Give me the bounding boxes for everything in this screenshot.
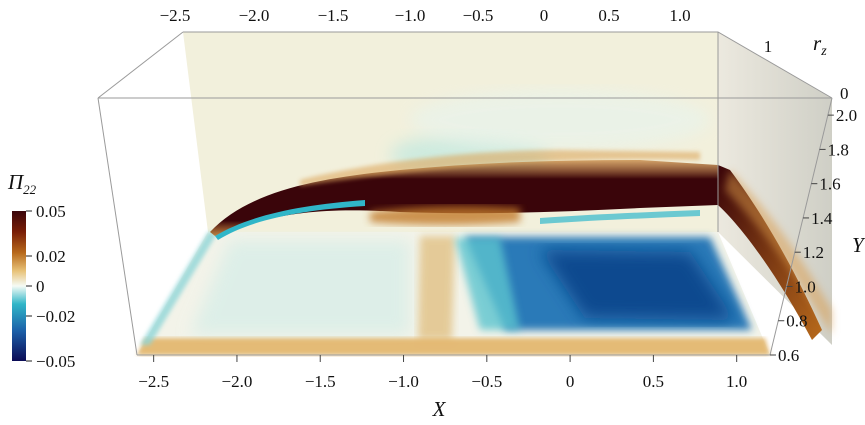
top-axis: −2.5 −2.0 −1.5 −1.0 −0.5 0 0.5 1.0 <box>160 6 691 25</box>
floor-cyan-edge <box>455 238 520 330</box>
y-tick-label: 0.8 <box>786 312 807 331</box>
x-tick-label: −0.5 <box>471 372 502 391</box>
colorbar-title: Π22 <box>7 170 37 197</box>
rz-tick-label: 0 <box>840 84 849 103</box>
colorbar-tick-label: −0.02 <box>36 307 75 326</box>
x-tick-label: 0 <box>566 372 575 391</box>
shear-layer-orange-lower <box>370 206 520 225</box>
y-tick-label: 1.0 <box>795 277 816 296</box>
y-tick-label: 1.6 <box>819 175 840 194</box>
floor-light-cyan-region <box>190 240 410 335</box>
colorbar-tick-label: 0.05 <box>36 202 66 221</box>
top-tick-label: −2.0 <box>239 6 270 25</box>
top-tick-label: −1.0 <box>395 6 426 25</box>
top-tick-label: −2.5 <box>160 6 191 25</box>
top-tick-label: −1.5 <box>318 6 349 25</box>
back-plane-light-patch <box>410 90 710 150</box>
side-band-outer-glow <box>725 170 832 335</box>
x-axis: X −2.5 −2.0 −1.5 −1.0 −0.5 0 0.5 1.0 <box>138 355 747 421</box>
x-tick-label: 0.5 <box>643 372 664 391</box>
x-tick-label: 1.0 <box>726 372 747 391</box>
y-axis: Y 0.6 0.8 1.0 1.2 1.4 1.6 1.8 2.0 <box>770 106 865 365</box>
y-tick-label: 0.6 <box>778 346 799 365</box>
top-tick-label: 0 <box>540 6 549 25</box>
shear-layer-negative-streak <box>215 200 365 240</box>
x-tick-label: −1.0 <box>388 372 419 391</box>
x-tick-label: −2.0 <box>222 372 253 391</box>
rz-tick-label: 1 <box>764 37 773 56</box>
back-right-cyan-streak <box>540 210 700 224</box>
x-axis-label: X <box>432 397 447 421</box>
floor-orange-front-strip <box>137 338 770 355</box>
colorbar-tick-label: −0.05 <box>36 352 75 371</box>
x-tick-label: −1.5 <box>305 372 336 391</box>
x-tick-label: −2.5 <box>138 372 169 391</box>
top-tick-label: 0.5 <box>598 6 619 25</box>
y-tick-label: 1.8 <box>828 140 849 159</box>
y-tick-label: 1.4 <box>811 209 833 228</box>
y-tick-label: 2.0 <box>836 106 857 125</box>
back-upper-orange-edge <box>300 150 700 186</box>
top-tick-label: 1.0 <box>669 6 690 25</box>
y-tick-label: 1.2 <box>803 243 824 262</box>
rz-axis-label: rz <box>813 31 827 59</box>
floor-negative-core <box>540 250 735 320</box>
floor-left-edge-strip <box>140 232 218 345</box>
colorbar-tick-label: 0 <box>36 277 45 296</box>
y-axis-label: Y <box>852 233 865 257</box>
floor-positive-stripe <box>418 236 455 340</box>
top-tick-label: −0.5 <box>463 6 494 25</box>
colorbar-ticks: 0.05 0.02 0 −0.02 −0.05 <box>26 202 75 371</box>
plot-box-frame <box>97 31 833 356</box>
colorbar: Π22 0.05 0.02 0 −0.02 −0.05 <box>7 170 75 371</box>
colorbar-gradient-bar <box>12 211 26 361</box>
colorbar-tick-label: 0.02 <box>36 247 66 266</box>
